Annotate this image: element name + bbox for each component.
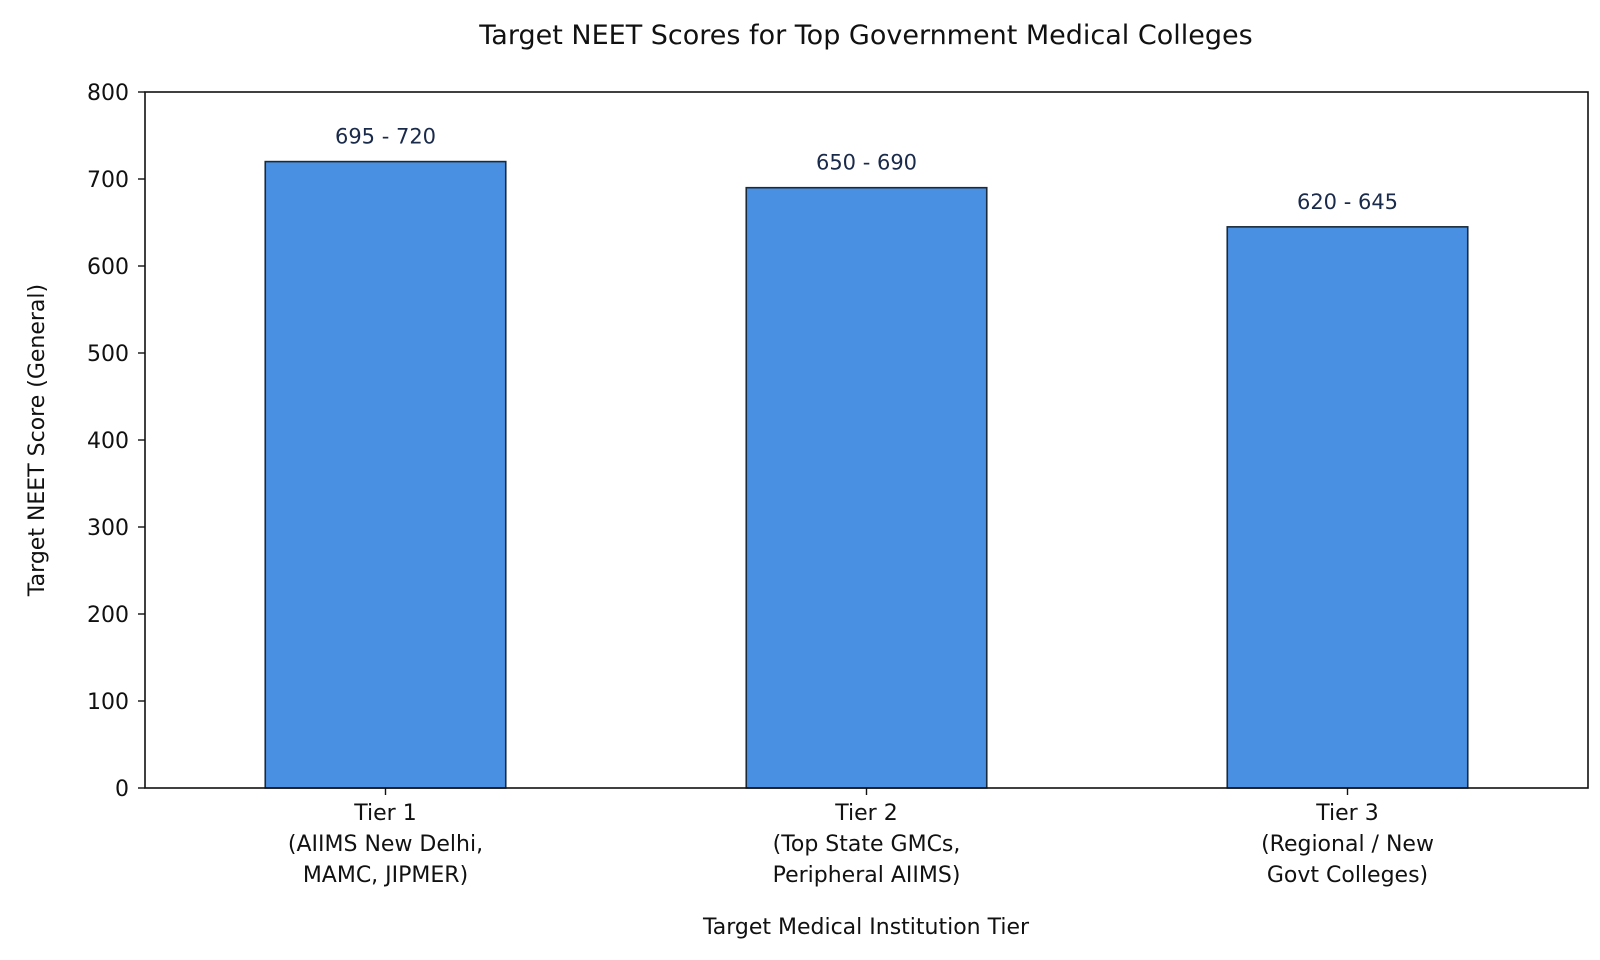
x-tick-label-line: Tier 3 xyxy=(1315,801,1378,826)
bar-3 xyxy=(1226,226,1469,789)
plot-area: 695 - 720 Tier 1 (AIIMS New Delhi, MAMC, JI… xyxy=(87,81,1589,888)
data-label-3: 620 - 645 xyxy=(1297,190,1398,214)
x-tick-label-line: MAMC, JIPMER) xyxy=(303,863,468,888)
bar-1 xyxy=(264,160,507,789)
data-label-1: 695 - 720 xyxy=(335,125,436,149)
y-tick-label: 800 xyxy=(87,81,129,106)
x-tick-label-line: Tier 2 xyxy=(834,801,897,826)
x-axis-label: Target Medical Institution Tier xyxy=(702,915,1030,940)
y-tick-label: 100 xyxy=(87,690,129,715)
x-tick-label-line: (Top State GMCs, xyxy=(773,832,961,857)
bar-2 xyxy=(745,186,988,789)
x-tick-label-3: Tier 3 (Regional / New Govt Colleges) xyxy=(1261,801,1434,888)
x-tick-label-line: (Regional / New xyxy=(1261,832,1434,857)
y-axis-label: Target NEET Score (General) xyxy=(25,284,50,597)
y-tick-label: 700 xyxy=(87,168,129,193)
x-tick-label-2: Tier 2 (Top State GMCs, Peripheral AIIMS) xyxy=(773,801,961,888)
y-tick-label: 400 xyxy=(87,429,129,454)
x-tick-label-line: (AIIMS New Delhi, xyxy=(288,832,483,857)
x-tick-label-line: Peripheral AIIMS) xyxy=(773,863,961,888)
y-tick-label: 0 xyxy=(115,777,129,802)
x-tick-label-line: Tier 1 xyxy=(353,801,416,826)
y-tick-label: 300 xyxy=(87,516,129,541)
y-tick-label: 500 xyxy=(87,342,129,367)
x-tick-label-1: Tier 1 (AIIMS New Delhi, MAMC, JIPMER) xyxy=(288,801,483,888)
plot-frame xyxy=(144,91,1589,789)
data-label-2: 650 - 690 xyxy=(816,151,917,175)
y-tick-label: 200 xyxy=(87,603,129,628)
chart-title: Target NEET Scores for Top Government Me… xyxy=(478,20,1252,51)
x-tick-label-line: Govt Colleges) xyxy=(1267,863,1428,888)
y-tick-label: 600 xyxy=(87,255,129,280)
